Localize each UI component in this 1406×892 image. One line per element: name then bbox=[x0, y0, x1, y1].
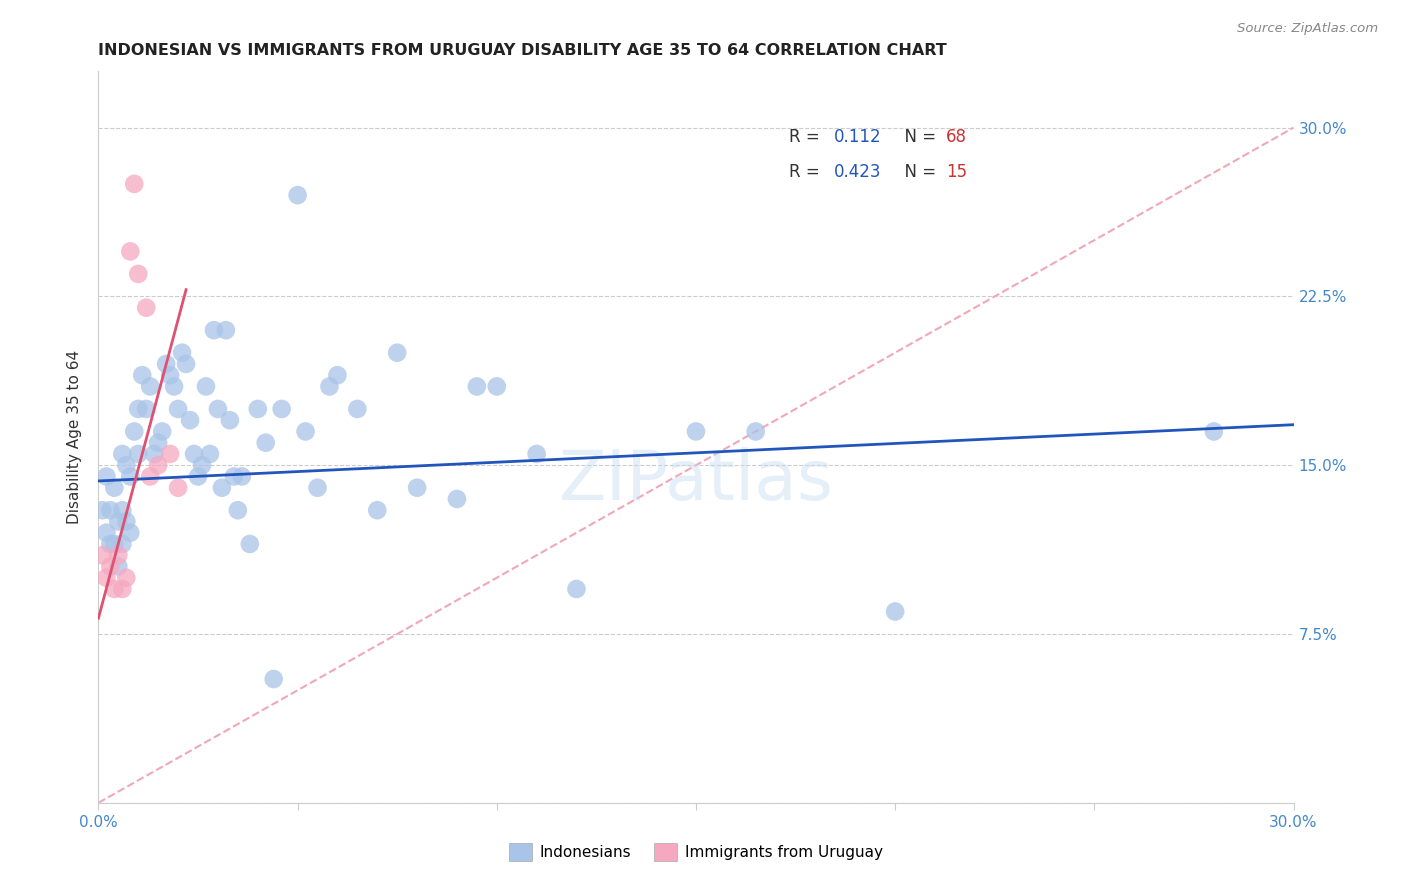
Point bbox=[287, 188, 309, 202]
Point bbox=[231, 469, 253, 483]
Y-axis label: Disability Age 35 to 64: Disability Age 35 to 64 bbox=[67, 350, 83, 524]
Point bbox=[98, 559, 122, 574]
Point bbox=[226, 503, 249, 517]
Point bbox=[98, 503, 122, 517]
Text: N =: N = bbox=[894, 162, 942, 180]
Point bbox=[294, 425, 316, 439]
Point bbox=[202, 323, 225, 337]
Point bbox=[107, 548, 129, 562]
Point bbox=[465, 379, 488, 393]
Point bbox=[326, 368, 349, 383]
Point bbox=[346, 401, 368, 416]
Point bbox=[485, 379, 508, 393]
Point bbox=[565, 582, 588, 596]
Point bbox=[526, 447, 548, 461]
Point bbox=[163, 379, 186, 393]
Point bbox=[222, 469, 245, 483]
Point bbox=[96, 525, 118, 540]
Point bbox=[150, 425, 173, 439]
Point bbox=[107, 515, 129, 529]
Point bbox=[183, 447, 205, 461]
Point bbox=[198, 447, 221, 461]
Point bbox=[1202, 425, 1225, 439]
Point bbox=[685, 425, 707, 439]
Point bbox=[385, 345, 409, 359]
Point bbox=[91, 548, 114, 562]
Point bbox=[159, 368, 181, 383]
Text: 68: 68 bbox=[946, 128, 967, 145]
Point bbox=[195, 379, 218, 393]
Point bbox=[191, 458, 214, 473]
Text: INDONESIAN VS IMMIGRANTS FROM URUGUAY DISABILITY AGE 35 TO 64 CORRELATION CHART: INDONESIAN VS IMMIGRANTS FROM URUGUAY DI… bbox=[98, 43, 948, 58]
Text: 0.112: 0.112 bbox=[834, 128, 882, 145]
Point bbox=[263, 672, 285, 686]
Point bbox=[174, 357, 197, 371]
Point bbox=[167, 481, 190, 495]
Point bbox=[246, 401, 269, 416]
Text: ZIPatlas: ZIPatlas bbox=[558, 448, 834, 515]
Point bbox=[270, 401, 292, 416]
Point bbox=[148, 458, 170, 473]
Point bbox=[115, 515, 138, 529]
Point bbox=[98, 537, 122, 551]
Point bbox=[143, 447, 166, 461]
Point bbox=[211, 481, 233, 495]
Point bbox=[111, 447, 134, 461]
Legend: Indonesians, Immigrants from Uruguay: Indonesians, Immigrants from Uruguay bbox=[502, 836, 890, 868]
Point bbox=[111, 503, 134, 517]
Point bbox=[120, 525, 142, 540]
Text: 0.423: 0.423 bbox=[834, 162, 882, 180]
Text: Source: ZipAtlas.com: Source: ZipAtlas.com bbox=[1237, 22, 1378, 36]
Point bbox=[127, 267, 149, 281]
Text: R =: R = bbox=[789, 128, 825, 145]
Point bbox=[167, 401, 190, 416]
Point bbox=[135, 401, 157, 416]
Point bbox=[96, 469, 118, 483]
Point bbox=[239, 537, 262, 551]
Point bbox=[107, 559, 129, 574]
Point bbox=[120, 244, 142, 259]
Point bbox=[127, 401, 149, 416]
Point bbox=[103, 537, 125, 551]
Point bbox=[745, 425, 768, 439]
Point bbox=[124, 177, 146, 191]
Point bbox=[124, 425, 146, 439]
Point bbox=[111, 582, 134, 596]
Point bbox=[446, 491, 468, 506]
Point bbox=[366, 503, 388, 517]
Point bbox=[155, 357, 177, 371]
Point bbox=[139, 379, 162, 393]
Point bbox=[307, 481, 329, 495]
Point bbox=[179, 413, 201, 427]
Text: 15: 15 bbox=[946, 162, 967, 180]
Point bbox=[91, 503, 114, 517]
Point bbox=[127, 447, 149, 461]
Point bbox=[139, 469, 162, 483]
Point bbox=[172, 345, 194, 359]
Point bbox=[115, 458, 138, 473]
Point bbox=[103, 481, 125, 495]
Point bbox=[115, 571, 138, 585]
Point bbox=[135, 301, 157, 315]
Point bbox=[103, 582, 125, 596]
Point bbox=[159, 447, 181, 461]
Point bbox=[884, 605, 907, 619]
Text: R =: R = bbox=[789, 162, 825, 180]
Point bbox=[318, 379, 340, 393]
Point bbox=[187, 469, 209, 483]
Point bbox=[111, 537, 134, 551]
Point bbox=[406, 481, 429, 495]
Point bbox=[120, 469, 142, 483]
Point bbox=[254, 435, 277, 450]
Point bbox=[96, 571, 118, 585]
Point bbox=[219, 413, 242, 427]
Point bbox=[148, 435, 170, 450]
Point bbox=[207, 401, 229, 416]
Text: N =: N = bbox=[894, 128, 942, 145]
Point bbox=[215, 323, 238, 337]
Point bbox=[131, 368, 153, 383]
